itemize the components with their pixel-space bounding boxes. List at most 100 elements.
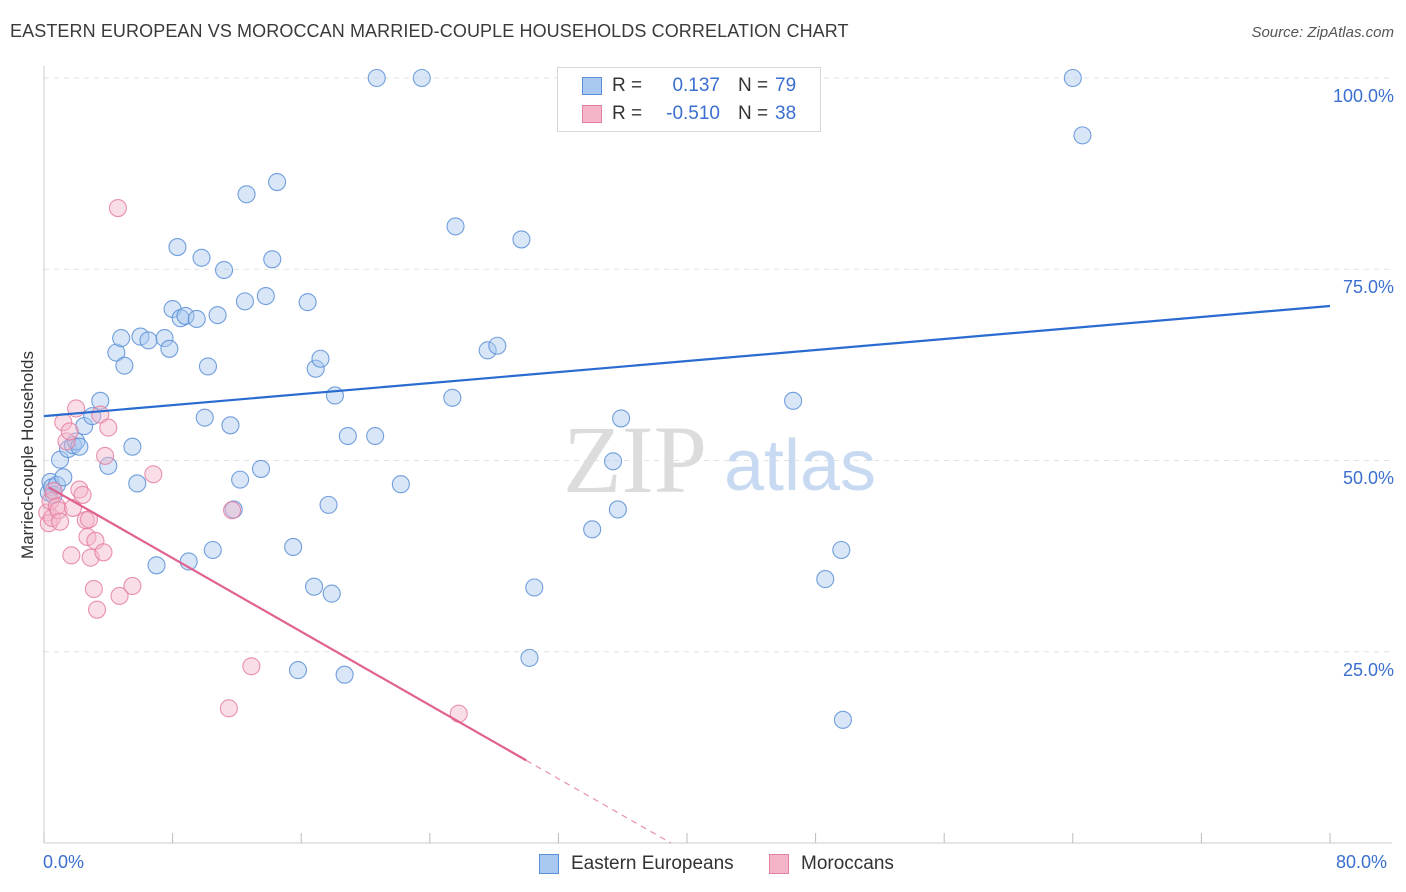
eastern-european-point-39 [231,470,250,489]
chart-source: Source: ZipAtlas.com [1251,24,1394,41]
eastern-european-point-63 [478,341,497,360]
moroccan-point-31 [219,699,238,718]
legend-n-label: N = [738,103,769,124]
eastern-european-point-41 [237,185,256,204]
series-legend-label: Eastern Europeans [571,853,734,874]
eastern-european-point-53 [322,584,341,603]
trend-lines [43,304,1331,844]
eastern-european-point-9 [67,432,86,451]
eastern-european-point-37 [221,416,240,435]
legend-r-label: R = [612,103,643,124]
eastern-european-point-42 [251,459,271,478]
eastern-european-point-18 [123,437,142,456]
eastern-european-point-65 [512,230,531,249]
eastern-european-point-66 [520,648,539,667]
eastern-european-point-6 [54,468,73,487]
eastern-european-point-14 [99,456,118,475]
moroccan-point-9 [57,432,76,451]
eastern-european-point-51 [311,349,330,368]
x-tick-label-max: 80.0% [1336,852,1388,872]
moroccan-point-32 [223,501,242,520]
eastern-european-point-32 [195,408,214,427]
moroccan-point-15 [73,485,92,504]
eastern-european-point-59 [391,475,410,494]
eastern-european-point-62 [446,217,465,236]
moroccan-point-20 [84,579,103,599]
eastern-european-point-76 [833,710,852,729]
eastern-european-point-34 [203,540,222,560]
correlation-legend: R = 0.137 N = 79 R = -0.510 N = 38 [557,67,821,132]
moroccan-point-28 [110,586,129,605]
moroccan-point-30 [144,465,163,484]
eastern-european-point-74 [816,570,835,589]
eastern-european-point-60 [412,68,431,88]
moroccan-point-33 [242,657,261,676]
eastern-european-point-24 [160,339,179,358]
eastern-european-point-73 [784,391,803,410]
watermark-zip: ZIP [563,406,707,513]
moroccan-point-22 [87,600,107,619]
x-tick-label-min: 0.0% [43,852,85,872]
eastern-european-point-15 [107,343,126,362]
eastern-european-point-16 [112,329,131,348]
moroccan-point-27 [108,199,127,218]
eastern-european-point-52 [319,495,338,514]
series-legend-eastern-europeans: Eastern Europeans [539,852,734,876]
eastern-european-point-68 [583,520,602,539]
eastern-european-point-27 [171,309,190,328]
eastern-european-point-23 [155,329,174,348]
eastern-european-point-36 [214,260,234,280]
eastern-european-point-44 [263,250,282,269]
eastern-european-point-28 [176,306,195,325]
legend-row-moroccans: R = -0.510 N = 38 [582,102,796,126]
gridlines [44,77,1392,653]
data-points [38,68,1092,729]
moroccan-point-25 [96,446,115,465]
legend-swatch-pink [582,105,602,123]
eastern-european-point-78 [1073,126,1092,145]
eastern-european-point-71 [612,409,631,428]
eastern-european-point-19 [128,474,147,493]
eastern-european-point-64 [488,336,507,355]
eastern-european-point-56 [338,426,357,446]
moroccan-point-24 [94,543,113,562]
moroccan-point-6 [49,501,68,520]
moroccan-point-34 [449,704,468,723]
eastern-european-point-17 [115,356,134,375]
eastern-european-point-40 [235,292,254,311]
eastern-european-point-38 [224,500,243,519]
eastern-european-point-13 [91,391,110,410]
eastern-european-point-26 [168,238,187,257]
eastern-european-point-54 [325,386,345,405]
eastern-european-point-50 [306,359,325,378]
legend-r-label: R = [612,75,643,96]
eastern-european-point-70 [608,500,627,519]
series-swatch-blue [539,854,559,874]
eastern-european-point-47 [288,661,308,680]
moroccan-point-11 [62,546,81,565]
eastern-european-point-49 [305,577,324,596]
eastern-european-point-58 [367,68,386,88]
moroccan-trend-extension [525,759,672,844]
moroccan-point-7 [51,512,70,531]
eastern-european-point-21 [139,331,158,350]
y-tick-label-50: 50.0% [1342,468,1394,488]
eastern-european-point-43 [256,286,275,306]
eastern-european-point-67 [525,578,544,597]
eastern-european-point-55 [335,665,354,684]
chart-title: EASTERN EUROPEAN VS MOROCCAN MARRIED-COU… [10,21,849,41]
legend-row-eastern-europeans: R = 0.137 N = 79 [582,74,796,98]
moroccan-point-14 [70,480,89,499]
legend-n-value: 38 [775,103,797,124]
moroccan-point-26 [99,418,118,437]
series-swatch-pink [769,854,789,874]
eastern-european-point-30 [187,309,206,329]
moroccan-point-10 [60,422,79,441]
eastern-european-point-69 [604,452,623,471]
eastern-european-point-31 [192,248,211,267]
eastern-european-point-75 [832,540,851,560]
y-tick-label-100: 100.0% [1332,86,1394,106]
eastern-european-point-46 [284,537,303,556]
axes [43,66,1392,844]
